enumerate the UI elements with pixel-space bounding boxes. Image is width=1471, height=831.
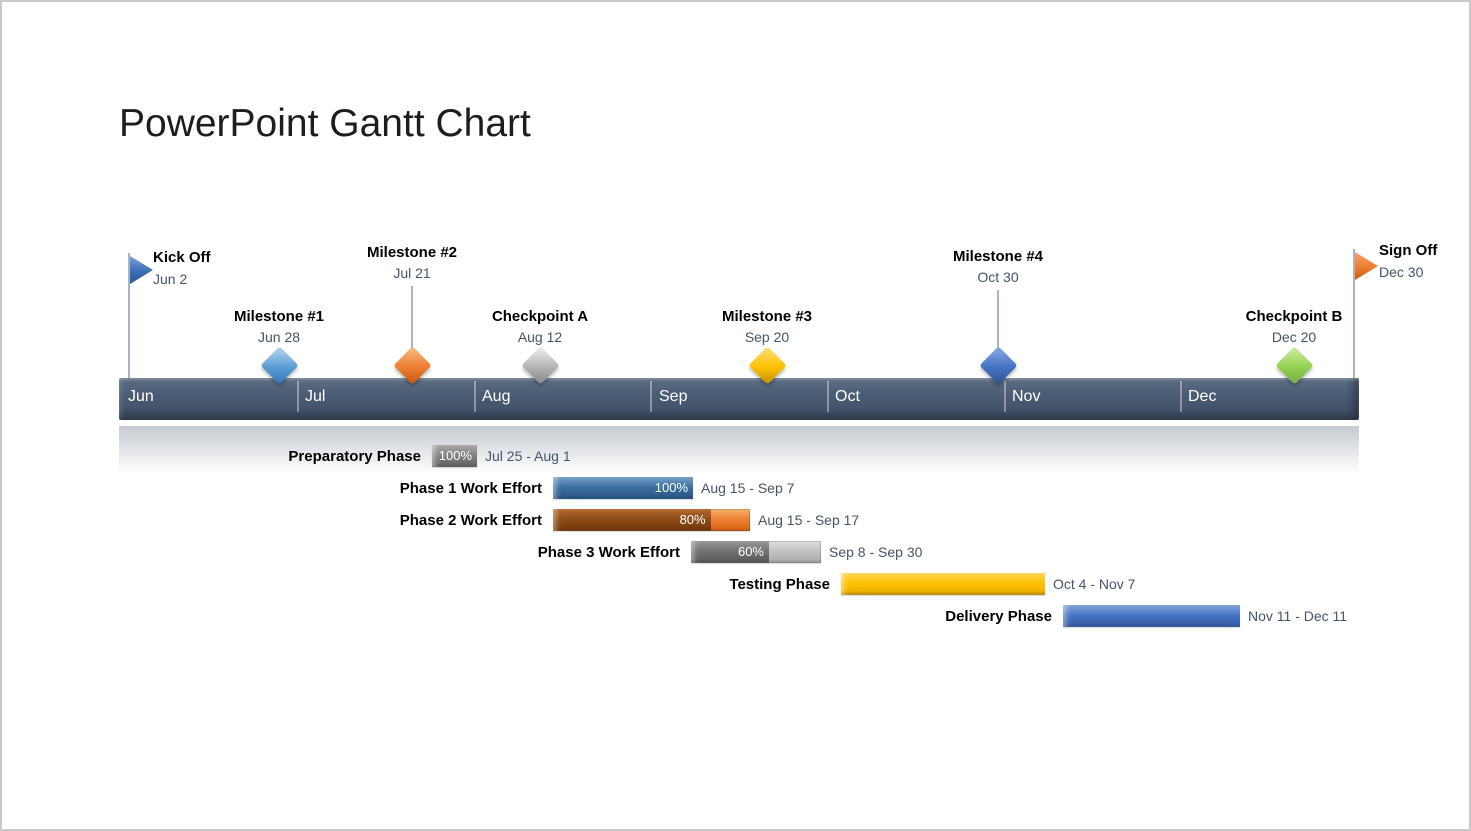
milestone-date: Jul 21 (393, 265, 431, 281)
month-separator (474, 381, 476, 412)
milestone-date: Jun 28 (257, 329, 301, 345)
milestone-pole (1353, 249, 1355, 378)
task-bar: 100% (553, 477, 693, 499)
task-date-range: Nov 11 - Dec 11 (1248, 608, 1348, 624)
task-progress-value: 100% (438, 448, 472, 463)
task-label: Phase 1 Work Effort (399, 480, 542, 497)
milestone-date: Sep 20 (744, 329, 790, 345)
task-date-range: Jul 25 - Aug 1 (485, 448, 571, 464)
month-label: Nov (1012, 388, 1041, 405)
flag-icon (130, 256, 153, 284)
month-separator (1004, 381, 1006, 412)
task-date-range: Oct 4 - Nov 7 (1053, 576, 1136, 592)
milestone-label: Kick Off (153, 249, 211, 266)
task-label: Preparatory Phase (288, 448, 421, 465)
task-bar-progress (1063, 605, 1240, 627)
milestone-label: Sign Off (1379, 242, 1438, 259)
month-label: Jun (128, 388, 154, 405)
task-bar-progress: 80% (553, 509, 711, 531)
timeline-bar: Jun Jul Aug Sep Oct Nov Dec (119, 378, 1359, 420)
task-bar (841, 573, 1045, 595)
task-progress-value: 80% (679, 512, 706, 527)
milestone-label: Milestone #4 (952, 248, 1044, 265)
task-bar-progress: 60% (691, 541, 769, 563)
task-bar-progress: 100% (553, 477, 693, 499)
month-label: Oct (835, 388, 860, 405)
milestone-date: Dec 30 (1379, 264, 1424, 280)
milestone-pole (997, 290, 999, 378)
task-bar: 100% (432, 445, 477, 467)
month-separator (297, 381, 299, 412)
month-label: Jul (305, 388, 326, 405)
milestone-pole (411, 286, 413, 378)
task-label: Delivery Phase (945, 608, 1052, 625)
milestone-label: Milestone #3 (721, 308, 813, 325)
task-bar (1063, 605, 1240, 627)
task-date-range: Sep 8 - Sep 30 (829, 544, 923, 560)
task-bar-progress (841, 573, 1045, 595)
task-progress-value: 100% (654, 480, 688, 495)
flag-icon (1355, 252, 1378, 280)
task-label: Testing Phase (729, 576, 830, 593)
milestone-date: Aug 12 (517, 329, 563, 345)
timeline-reflection (119, 426, 1359, 474)
task-date-range: Aug 15 - Sep 7 (701, 480, 795, 496)
month-label: Aug (482, 388, 511, 405)
task-bar-progress: 100% (432, 445, 477, 467)
month-label: Dec (1188, 388, 1217, 405)
milestone-date: Dec 20 (1271, 329, 1317, 345)
task-label: Phase 2 Work Effort (399, 512, 542, 529)
task-bar: 80% (553, 509, 750, 531)
month-separator (827, 381, 829, 412)
task-bar: 60% (691, 541, 821, 563)
milestone-label: Checkpoint B (1245, 308, 1343, 325)
milestone-date: Oct 30 (977, 269, 1019, 285)
milestone-label: Checkpoint A (491, 308, 589, 325)
page-title: PowerPoint Gantt Chart (119, 102, 531, 145)
month-separator (650, 381, 652, 412)
milestone-pole (128, 253, 130, 378)
month-label: Sep (659, 388, 688, 405)
task-label: Phase 3 Work Effort (537, 544, 680, 561)
task-date-range: Aug 15 - Sep 17 (758, 512, 860, 528)
milestone-date: Jun 2 (153, 271, 188, 287)
month-separator (1180, 381, 1182, 412)
task-progress-value: 60% (737, 544, 764, 559)
milestone-label: Milestone #2 (366, 244, 458, 261)
milestone-label: Milestone #1 (233, 308, 325, 325)
